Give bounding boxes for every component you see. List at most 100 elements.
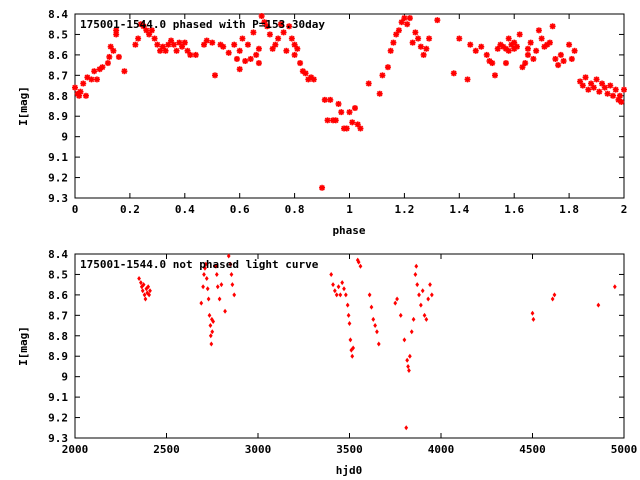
phased-data-point xyxy=(527,39,534,46)
unphased-data-point xyxy=(208,333,213,339)
phased-data-point xyxy=(513,43,520,50)
unphased-data-point xyxy=(140,288,145,294)
phased-data-point xyxy=(179,43,186,50)
phased-data-point xyxy=(395,27,402,34)
unphased-data-point xyxy=(411,316,416,322)
unphased-data-point xyxy=(373,323,377,329)
phased-data-point xyxy=(247,55,254,62)
phased-plot-frame xyxy=(74,13,625,199)
phased-data-point xyxy=(560,58,567,65)
unphased-data-point xyxy=(338,292,343,298)
unphased-data-point xyxy=(206,296,211,302)
phased-data-point xyxy=(261,19,268,26)
unphased-data-point xyxy=(148,288,152,294)
unphased-data-point xyxy=(199,300,204,306)
phased-y-tick-label: 9.3 xyxy=(48,192,68,205)
phased-data-point xyxy=(192,51,199,58)
unphased-data-point xyxy=(142,292,147,298)
phased-data-point xyxy=(72,84,78,91)
phased-data-point xyxy=(264,23,271,30)
unphased-data-point xyxy=(228,261,233,267)
phased-data-point xyxy=(524,51,531,58)
phased-data-point xyxy=(255,60,262,67)
unphased-data-point xyxy=(342,286,346,292)
phased-data-point xyxy=(491,72,498,79)
phased-data-point xyxy=(233,55,240,62)
phased-data-point xyxy=(106,53,113,60)
phased-data-point xyxy=(612,86,619,93)
unphased-y-tick-label: 8.6 xyxy=(48,289,68,302)
phased-x-tick-label: 0.6 xyxy=(230,203,250,216)
unphased-data-point xyxy=(404,425,409,431)
phased-data-point xyxy=(170,41,177,48)
phased-data-point xyxy=(426,35,433,42)
unphased-data-point xyxy=(612,284,617,290)
phased-data-point xyxy=(511,39,518,46)
phased-data-point xyxy=(533,47,540,54)
phased-data-point xyxy=(398,19,405,26)
phased-data-point xyxy=(332,117,339,124)
phased-data-point xyxy=(82,92,89,99)
unphased-data-point xyxy=(203,261,208,267)
unphased-y-axis-label: I[mag] xyxy=(17,326,30,366)
unphased-data-point xyxy=(217,296,222,302)
phased-data-point xyxy=(324,117,331,124)
phased-data-point xyxy=(275,35,282,42)
phased-data-point xyxy=(146,31,153,38)
phased-y-tick-label: 8.8 xyxy=(48,90,68,103)
unphased-data-point xyxy=(208,323,213,329)
phased-data-point xyxy=(571,47,578,54)
unphased-data-point xyxy=(139,280,143,286)
unphased-data-point xyxy=(207,312,212,318)
phased-data-point xyxy=(577,78,584,85)
unphased-data-point xyxy=(413,271,418,277)
phased-data-point xyxy=(244,41,251,48)
phased-data-point xyxy=(258,13,265,20)
phased-data-point xyxy=(409,39,416,46)
phased-data-point xyxy=(132,41,139,48)
phased-data-point xyxy=(225,49,232,56)
phased-data-point xyxy=(140,23,147,30)
phased-data-point xyxy=(338,109,345,116)
unphased-y-tick-label: 8.4 xyxy=(48,248,68,261)
phased-data-point xyxy=(203,37,210,44)
phased-data-point xyxy=(343,125,350,132)
unphased-chart-title: 175001-1544.0 not phased light curve xyxy=(80,258,319,271)
phased-data-point xyxy=(135,35,142,42)
unphased-data-points xyxy=(137,253,617,431)
unphased-x-tick-label: 4500 xyxy=(519,443,546,456)
phased-data-point xyxy=(291,41,298,48)
phased-data-point xyxy=(423,45,430,52)
phased-x-tick-label: 1.6 xyxy=(504,203,524,216)
phased-data-point xyxy=(88,76,95,83)
unphased-data-point xyxy=(205,286,210,292)
unphased-data-point xyxy=(376,341,381,347)
unphased-data-point xyxy=(530,310,535,316)
phased-x-tick-label: 0.2 xyxy=(120,203,140,216)
phased-data-point xyxy=(483,51,490,58)
unphased-y-tick-label: 9 xyxy=(61,371,68,384)
phased-data-point xyxy=(379,72,386,79)
unphased-data-point xyxy=(147,292,151,298)
phased-data-point xyxy=(478,43,485,50)
phased-data-point xyxy=(349,119,356,126)
phased-data-point xyxy=(616,92,623,99)
phased-data-point xyxy=(159,43,166,50)
phased-x-tick-label: 0.8 xyxy=(285,203,305,216)
unphased-data-point xyxy=(424,316,429,322)
unphased-data-point xyxy=(203,265,207,271)
unphased-data-point xyxy=(418,302,423,308)
phased-data-point xyxy=(121,68,128,75)
unphased-data-point xyxy=(137,276,141,282)
phased-data-point xyxy=(549,23,556,30)
unphased-data-point xyxy=(230,282,235,288)
phased-y-tick-label: 9 xyxy=(61,131,68,144)
phased-data-point xyxy=(346,109,353,116)
unphased-data-point xyxy=(232,292,237,298)
unphased-data-point xyxy=(332,288,337,294)
phased-data-point xyxy=(80,80,87,87)
phased-data-point xyxy=(236,47,243,54)
phased-data-point xyxy=(412,29,419,36)
phased-data-point xyxy=(250,29,257,36)
unphased-data-point xyxy=(229,271,234,277)
